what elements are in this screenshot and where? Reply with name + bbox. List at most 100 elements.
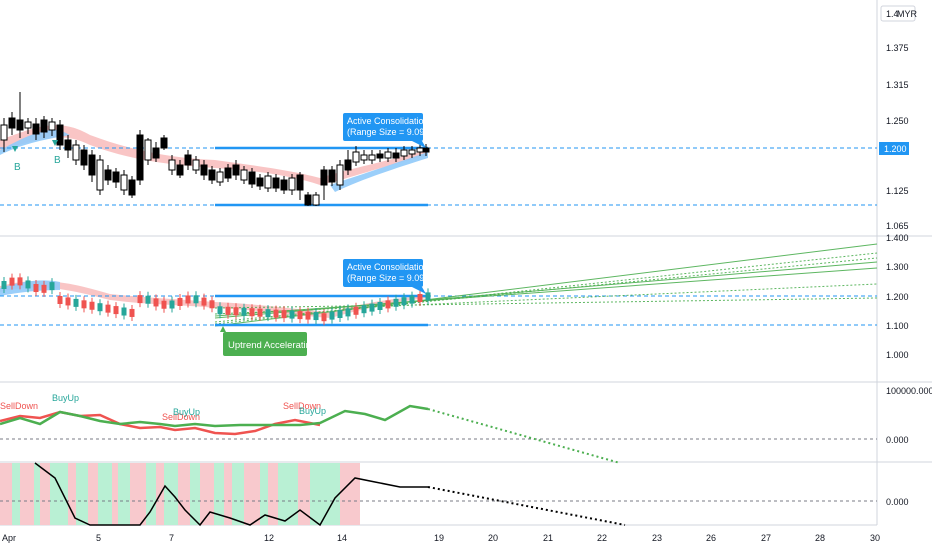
currency-badge[interactable] — [880, 5, 916, 22]
price-panel-1[interactable]: B B Active Consolidation (Range Size = 9… — [0, 5, 918, 231]
time-axis[interactable]: Apr 5 7 12 14 19 20 21 22 23 26 27 28 30 — [2, 533, 880, 543]
candle-body — [73, 298, 79, 307]
candle-body — [144, 139, 152, 161]
momentum-panel[interactable]: 0.000 — [0, 462, 909, 527]
signal-band — [130, 463, 146, 525]
candle-body — [129, 308, 135, 317]
momentum-axis-label: 0.000 — [886, 497, 909, 507]
price-axis-label: 1.375 — [886, 43, 909, 53]
sell-signal-label: SellDown — [0, 401, 38, 411]
candle-body — [224, 167, 232, 179]
candle-body — [217, 306, 223, 315]
price-axis-label: 1.4 — [886, 9, 899, 19]
sell-signal-label: SellDown — [283, 401, 321, 411]
candle-body — [265, 309, 271, 318]
consolidation-label[interactable]: Active Consolidation (Range Size = 9.09%… — [343, 113, 435, 148]
channel-line — [214, 297, 878, 309]
trend-label-text: Uptrend Accelerating — [228, 340, 316, 351]
candlesticks[interactable] — [1, 273, 431, 326]
channel-line — [214, 267, 878, 317]
candle-body — [408, 149, 416, 155]
trend-channel — [214, 243, 878, 327]
signal-band — [88, 463, 98, 525]
candle-body — [176, 164, 184, 176]
signal-band — [112, 463, 118, 525]
candle-body — [200, 164, 208, 176]
oscillator-panel[interactable]: SellDown BuyUp SellDown BuyUp SellDown B… — [0, 386, 932, 464]
signal-band — [50, 463, 68, 525]
time-axis-label: 7 — [169, 533, 174, 543]
consolidation-label[interactable]: Active Consolidation (Range Size = 9.09%… — [343, 259, 435, 294]
candle-body — [273, 309, 279, 318]
buy-signal-label: BuyUp — [52, 393, 79, 403]
candle-body — [169, 300, 175, 309]
candle-body — [296, 174, 304, 191]
signal-band — [146, 463, 156, 525]
buy-signal-label: BuyUp — [299, 406, 326, 416]
candle-body — [376, 153, 384, 159]
buy-signal-marker: B — [54, 155, 61, 166]
trend-label[interactable]: Uptrend Accelerating — [220, 326, 316, 356]
candle-body — [409, 295, 415, 304]
candle-body — [312, 194, 320, 206]
signal-band — [34, 463, 40, 525]
candle-body — [240, 169, 248, 181]
time-axis-label: 27 — [761, 533, 771, 543]
candle-body — [320, 169, 328, 186]
candle-body — [184, 154, 192, 166]
candlesticks[interactable] — [0, 92, 430, 206]
candle-body — [57, 296, 63, 304]
candle-body — [160, 137, 168, 149]
candle-body — [385, 300, 391, 309]
ma-ribbon-bull — [330, 152, 428, 192]
bullish-line — [0, 404, 429, 428]
candle-body — [344, 159, 352, 171]
candle-body — [416, 147, 424, 153]
signal-band — [298, 463, 310, 525]
channel-line — [214, 283, 878, 315]
candle-body — [40, 119, 48, 133]
momentum-line — [34, 462, 428, 527]
time-axis-label: 12 — [264, 533, 274, 543]
price-panel-2[interactable]: Active Consolidation (Range Size = 9.09%… — [0, 233, 909, 360]
candle-body — [88, 154, 96, 176]
price-axis-label: 1.100 — [886, 321, 909, 331]
candle-body — [225, 306, 231, 315]
candle-body — [97, 303, 103, 312]
time-axis-label: 14 — [337, 533, 347, 543]
price-axis-label: 1.065 — [886, 221, 909, 231]
price-axis-label: 1.125 — [886, 186, 909, 196]
candle-body — [105, 304, 111, 313]
signal-band — [200, 463, 214, 525]
candle-body — [233, 307, 239, 316]
signal-band — [340, 463, 360, 525]
candle-body — [168, 159, 176, 171]
candle-body — [384, 151, 392, 159]
candle-body — [193, 295, 199, 304]
candle-body — [336, 164, 344, 186]
signal-band — [214, 463, 224, 525]
candle-body — [33, 284, 39, 293]
candle-body — [120, 174, 128, 191]
signal-band — [164, 463, 178, 525]
consolidation-title: Active Consolidation — [347, 116, 429, 126]
candle-body — [422, 147, 430, 153]
candle-body — [177, 297, 183, 306]
signal-band — [12, 463, 20, 525]
candle-body — [401, 297, 407, 306]
signal-band — [224, 463, 232, 525]
signal-band — [20, 463, 34, 525]
projection-line — [427, 486, 626, 526]
candle-body — [56, 124, 64, 146]
signal-band — [278, 463, 298, 525]
candle-body — [49, 282, 55, 291]
price-axis-label: 1.200 — [886, 292, 909, 302]
signal-band — [178, 463, 190, 525]
candle-body — [113, 306, 119, 315]
signal-band — [98, 463, 112, 525]
candle-body — [281, 310, 287, 319]
candle-body — [360, 154, 368, 161]
channel-line — [214, 261, 878, 319]
channel-line — [214, 252, 878, 325]
